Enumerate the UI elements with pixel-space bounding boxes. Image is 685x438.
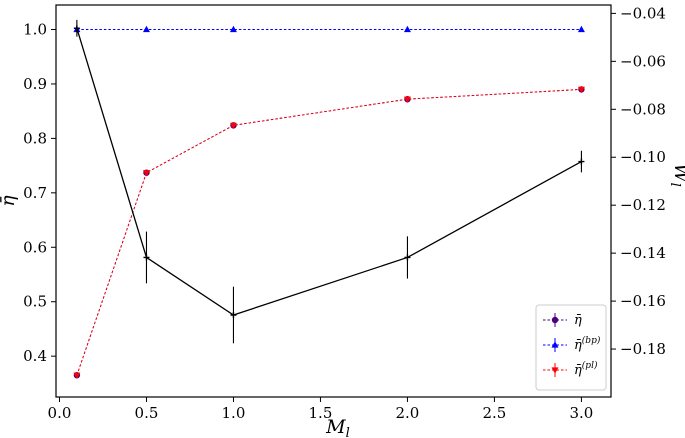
y-right-tick-label: −0.10	[620, 148, 666, 166]
series-1-point	[229, 25, 237, 33]
series-2-point	[142, 170, 150, 177]
y-axis-left-label: η̄	[0, 195, 19, 207]
y-left-tick-label: 0.8	[23, 129, 47, 147]
series-2	[73, 86, 585, 380]
series-2-point	[73, 372, 81, 380]
series-1-point	[403, 25, 411, 33]
legend-label-main: η̄	[574, 363, 582, 378]
legend-items: η̄η̄(bp)η̄(pl)	[543, 313, 601, 378]
y-axis-right: −0.18 −0.16 −0.14 −0.12 −0.10 −0.08 −0.06 −0.04	[611, 4, 666, 358]
y-right-tick-label: −0.08	[620, 100, 666, 118]
legend-marker	[551, 367, 559, 374]
y-right-tick-label: −0.18	[620, 340, 666, 358]
legend-item: η̄(bp)	[543, 335, 601, 353]
series-3-point	[404, 254, 411, 261]
x-tick-label: 2.0	[396, 404, 420, 422]
plot-frame	[55, 4, 612, 398]
series-1	[73, 25, 585, 33]
y-left-tick-label: 0.4	[23, 347, 47, 365]
series-2-point	[403, 96, 411, 103]
x-tick-label: 1.0	[222, 404, 246, 422]
legend: η̄η̄(bp)η̄(pl)	[535, 304, 607, 391]
y-left-tick-label: 0.6	[23, 238, 47, 256]
legend-marker	[551, 316, 559, 324]
x-tick-label: 2.5	[483, 404, 507, 422]
series-2-point	[577, 86, 585, 94]
legend-label-sup: (pl)	[582, 360, 598, 371]
series-3	[73, 19, 585, 344]
y-left-tick-label: 1.0	[23, 21, 47, 39]
y-right-tick-label: −0.06	[620, 52, 666, 70]
series-3-point	[578, 158, 585, 165]
legend-marker	[551, 341, 559, 348]
x-axis-label: Ml	[325, 416, 350, 438]
legend-label: η̄(pl)	[574, 360, 598, 378]
y-axis-right-label: Wl	[667, 163, 685, 187]
series-1-point	[577, 25, 585, 33]
y-left-tick-label: 0.7	[23, 184, 47, 202]
plot-area	[73, 19, 585, 380]
series-3-point	[143, 254, 150, 261]
series-2-point	[229, 122, 237, 130]
legend-label-main: η̄	[574, 313, 582, 328]
y-right-tick-label: −0.12	[620, 196, 666, 214]
series-0	[73, 86, 585, 379]
y-right-tick-label: −0.16	[620, 292, 666, 310]
y-right-tick-label: −0.04	[620, 4, 666, 22]
y-left-tick-label: 0.5	[23, 293, 47, 311]
x-tick-label: 0.0	[48, 404, 72, 422]
x-tick-label: 1.5	[309, 404, 333, 422]
legend-label: η̄(bp)	[574, 335, 601, 353]
series-1-point	[142, 25, 150, 33]
series-3-point	[73, 25, 80, 32]
series-2-line	[76, 88, 582, 376]
series-3-line	[76, 28, 582, 316]
legend-label-main: η̄	[574, 338, 582, 353]
y-axis-left: 0.4 0.5 0.6 0.7 0.8 0.9 1.0	[23, 21, 56, 365]
x-tick-label: 3.0	[569, 404, 593, 422]
x-axis: 0.0 0.5 1.0 1.5 2.0 2.5 3.0	[48, 397, 593, 422]
y-left-tick-label: 0.9	[23, 75, 47, 93]
series-0-line	[76, 88, 582, 376]
series-3-point	[230, 312, 237, 319]
legend-item: η̄(pl)	[543, 360, 598, 378]
legend-item: η̄	[543, 313, 582, 328]
y-right-tick-label: −0.14	[620, 244, 666, 262]
x-tick-label: 0.5	[135, 404, 159, 422]
legend-box	[535, 304, 607, 391]
legend-label: η̄	[574, 313, 582, 328]
legend-label-sup: (bp)	[582, 335, 601, 346]
